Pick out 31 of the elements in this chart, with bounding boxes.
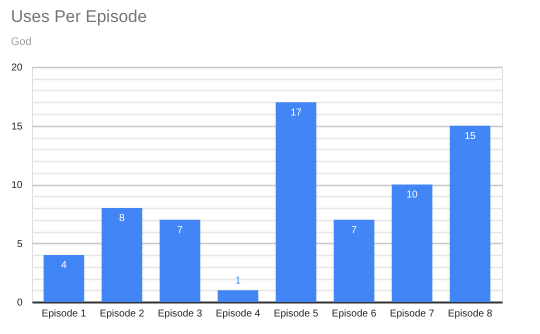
bar xyxy=(334,220,374,302)
data-label: 10 xyxy=(406,190,418,200)
chart-subtitle: God xyxy=(10,36,32,48)
chart-title: Uses Per Episode xyxy=(10,7,147,26)
data-label: 17 xyxy=(290,107,302,118)
bar xyxy=(160,220,200,302)
bar xyxy=(44,255,84,302)
data-label: 7 xyxy=(351,224,358,236)
bar xyxy=(450,126,490,302)
x-tick-label: Episode 4 xyxy=(216,308,261,320)
bar xyxy=(276,102,316,302)
x-tick-label: Episode 2 xyxy=(100,308,145,320)
y-tick-label: 20 xyxy=(11,62,23,74)
bar xyxy=(102,208,142,302)
data-label: 8 xyxy=(119,213,126,224)
x-tick-label: Episode 3 xyxy=(158,308,203,320)
bar xyxy=(392,184,432,302)
x-tick-label: Episode 7 xyxy=(390,308,435,320)
data-label: 7 xyxy=(177,224,184,236)
data-label: 15 xyxy=(464,130,476,142)
x-tick-label: Episode 6 xyxy=(332,308,377,320)
y-tick-label: 10 xyxy=(11,180,23,191)
y-tick-label: 0 xyxy=(16,298,23,308)
y-tick-label: 15 xyxy=(11,121,23,132)
x-tick-label: Episode 1 xyxy=(42,308,87,320)
bar xyxy=(218,290,258,302)
data-label: 4 xyxy=(61,260,68,271)
y-tick-label: 5 xyxy=(16,238,23,250)
x-tick-label: Episode 5 xyxy=(274,308,319,320)
data-label: 1 xyxy=(235,275,242,286)
x-tick-label: Episode 8 xyxy=(448,308,493,320)
